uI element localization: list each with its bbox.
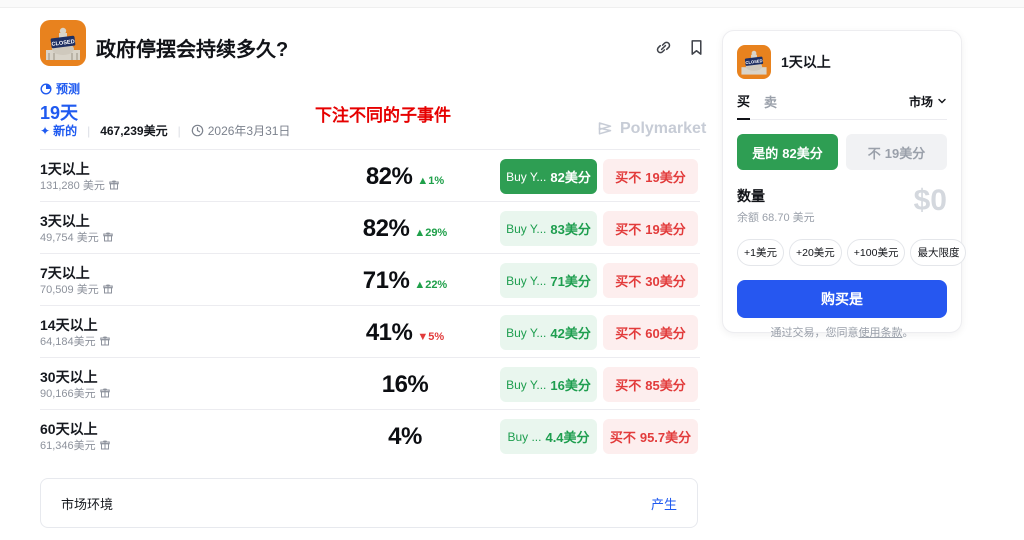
buy-no-button[interactable]: 买不 19美分 <box>603 159 698 194</box>
outcome-volume: 61,346美元 <box>40 437 110 453</box>
gift-icon <box>103 284 113 294</box>
meta-divider: | <box>177 123 181 138</box>
market-thumbnail: CLOSED <box>40 20 86 66</box>
buy-no-button[interactable]: 买不 19美分 <box>603 211 698 246</box>
top-bar <box>0 0 1024 8</box>
bookmark-icon[interactable] <box>687 38 706 57</box>
outcome-percent: 82% <box>365 163 413 190</box>
annotation-note: 下注不同的子事件 <box>315 106 451 125</box>
yes-price-button[interactable]: 是的 82美分 <box>737 134 838 170</box>
chevron-down-icon <box>938 98 946 104</box>
buy-yes-button[interactable]: Buy ... 4.4美分 <box>500 419 597 454</box>
gift-icon <box>99 388 110 398</box>
buy-yes-button[interactable]: Buy Y... 82美分 <box>500 159 597 194</box>
outcomes-list: 1天以上 131,280 美元 82% ▲1% Buy Y... 82美分 买不 … <box>40 149 700 461</box>
percent-change: ▼5% <box>417 331 445 343</box>
buy-yes-button[interactable]: Buy Y... 83美分 <box>500 211 597 246</box>
outcome-row: 1天以上 131,280 美元 82% ▲1% Buy Y... 82美分 买不 … <box>40 149 700 201</box>
generate-link[interactable]: 产生 <box>650 496 677 512</box>
gift-icon <box>103 232 113 242</box>
balance-text: 余额 68.70 美元 <box>737 212 815 224</box>
forecast-icon <box>40 82 52 95</box>
buy-yes-button[interactable]: Buy Y... 42美分 <box>500 315 597 350</box>
trade-outcome-thumbnail: CLOSED <box>737 45 771 79</box>
market-context-title: 市场环境 <box>61 496 114 512</box>
gift-icon <box>99 440 110 450</box>
max-amount-chip[interactable]: 最大限度 <box>910 239 967 266</box>
buy-no-button[interactable]: 买不 85美分 <box>603 367 698 402</box>
buy-no-button[interactable]: 买不 30美分 <box>603 263 698 298</box>
svg-text:CLOSED: CLOSED <box>51 39 75 48</box>
outcome-volume: 90,166美元 <box>40 385 110 401</box>
star-icon: ✦ <box>40 123 51 138</box>
amount-input[interactable]: $0 <box>913 184 947 217</box>
outcome-volume: 70,509 美元 <box>40 281 113 297</box>
buy-no-button[interactable]: 买不 60美分 <box>603 315 698 350</box>
outcome-volume: 64,184美元 <box>40 333 110 349</box>
outcome-title: 1天以上 <box>40 161 90 177</box>
add-amount-chip[interactable]: +100美元 <box>846 239 906 266</box>
polymarket-watermark: Polymarket <box>596 120 706 138</box>
outcome-percent: 41% <box>365 319 413 346</box>
outcome-percent: 4% <box>388 423 422 450</box>
capitol-closed-icon: CLOSED <box>737 45 771 79</box>
outcome-title: 3天以上 <box>40 213 90 229</box>
outcome-row: 30天以上 90,166美元 16% Buy Y... 16美分 买不 85美分 <box>40 357 700 409</box>
add-amount-chip[interactable]: +1美元 <box>737 239 784 266</box>
percent-change: ▲1% <box>417 175 445 187</box>
outcome-title: 60天以上 <box>40 421 98 437</box>
link-icon[interactable] <box>654 38 673 57</box>
outcome-percent: 16% <box>381 371 429 398</box>
outcome-row: 14天以上 64,184美元 41% ▼5% Buy Y... 42美分 买不 6… <box>40 305 700 357</box>
capitol-closed-icon: CLOSED <box>40 20 86 66</box>
gift-icon <box>109 180 119 190</box>
terms-link[interactable]: 使用条款 <box>858 327 903 339</box>
add-amount-chip[interactable]: +20美元 <box>788 239 842 266</box>
terms-text: 通过交易，您同意使用条款。 <box>770 327 914 339</box>
amount-label: 数量 <box>737 188 765 204</box>
clock-icon <box>191 124 204 137</box>
tab-sell[interactable]: 卖 <box>764 94 778 110</box>
outcome-title: 14天以上 <box>40 317 98 333</box>
tab-buy[interactable]: 买 <box>737 91 751 120</box>
polymarket-logo-icon <box>598 122 612 135</box>
gift-icon <box>99 336 110 346</box>
meta-divider: | <box>87 123 91 138</box>
forecast-label: 预测 <box>56 82 81 96</box>
buy-no-button[interactable]: 买不 95.7美分 <box>603 419 698 454</box>
forecast-label-row: 预测 <box>40 80 80 97</box>
outcome-row: 7天以上 70,509 美元 71% ▲22% Buy Y... 71美分 买不 … <box>40 253 700 305</box>
outcome-volume: 131,280 美元 <box>40 177 119 193</box>
svg-text:CLOSED: CLOSED <box>745 58 763 65</box>
percent-change: ▲29% <box>414 227 448 239</box>
end-date: 2026年3月31日 <box>191 122 290 139</box>
outcome-title: 30天以上 <box>40 369 98 385</box>
outcome-percent: 82% <box>362 215 410 242</box>
trade-panel: CLOSED 1天以上 买 卖 市场 是的 82美分 不 19美分 <box>722 30 967 333</box>
trade-outcome-title: 1天以上 <box>781 54 831 70</box>
outcome-row: 3天以上 49,754 美元 82% ▲29% Buy Y... 83美分 买不 … <box>40 201 700 253</box>
submit-buy-button[interactable]: 购买是 <box>737 280 947 318</box>
outcome-title: 7天以上 <box>40 265 90 281</box>
buy-yes-button[interactable]: Buy Y... 16美分 <box>500 367 597 402</box>
order-type-dropdown[interactable]: 市场 <box>909 93 947 118</box>
market-context-card: 市场环境 产生 <box>40 478 698 528</box>
outcome-row: 60天以上 61,346美元 4% Buy ... 4.4美分 买不 95.7美… <box>40 409 700 461</box>
percent-change: ▲22% <box>414 279 448 291</box>
no-price-button[interactable]: 不 19美分 <box>846 134 947 170</box>
forecast-value: 19天 <box>40 103 79 123</box>
total-volume: 467,239美元 <box>100 124 168 138</box>
buy-yes-button[interactable]: Buy Y... 71美分 <box>500 263 597 298</box>
page-title: 政府停摆会持续多久? <box>96 39 289 61</box>
new-badge: ✦ 新的 <box>40 123 78 139</box>
outcome-volume: 49,754 美元 <box>40 229 113 245</box>
outcome-percent: 71% <box>362 267 410 294</box>
